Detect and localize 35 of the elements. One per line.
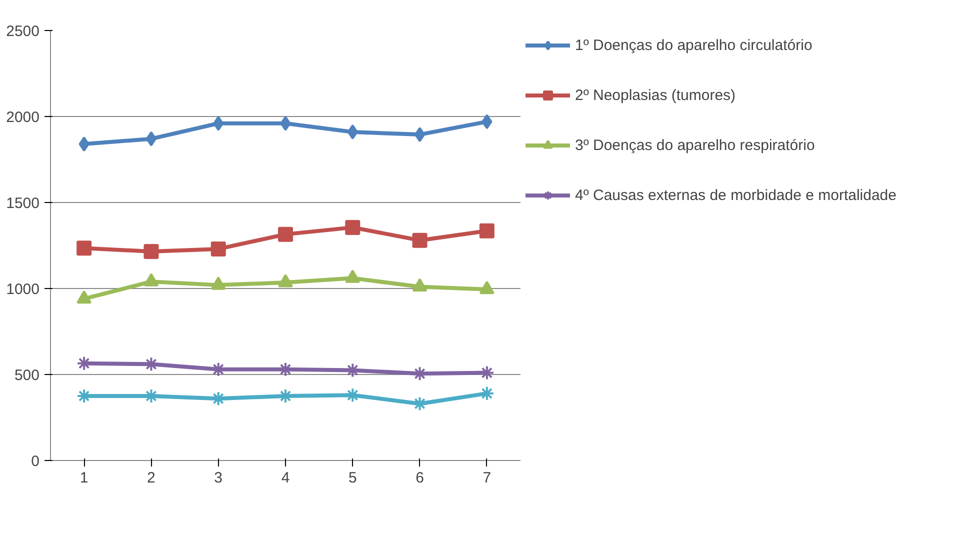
x-tick-label: 4 [281, 470, 290, 486]
y-tick-label: 1000 [6, 281, 40, 298]
point [482, 114, 492, 130]
x-tick-label: 3 [214, 470, 223, 486]
y-tick-label: 2000 [6, 109, 40, 126]
point [278, 362, 293, 377]
point [146, 131, 157, 146]
legend-label: 1º Doenças do aparelho circulatório [575, 36, 812, 55]
x-tick-label: 5 [348, 470, 357, 486]
point [414, 127, 426, 142]
x-tick-label: 7 [482, 470, 492, 486]
point [347, 124, 358, 140]
point [479, 223, 494, 238]
x-tick-label: 1 [80, 470, 88, 486]
point [278, 388, 293, 404]
x-tick-label: 2 [147, 470, 156, 486]
point [210, 241, 226, 256]
point [412, 232, 428, 248]
legend-label: 4º Causas externas de morbidade e mortalidade [575, 186, 896, 205]
point [280, 116, 291, 131]
legend-label: 3º Doenças do aparelho respiratório [575, 136, 815, 155]
point [412, 396, 428, 412]
y-tick-label: 1500 [6, 195, 40, 212]
point [78, 136, 90, 152]
point [345, 220, 360, 235]
x-tick-label: 6 [416, 470, 424, 486]
point [479, 386, 494, 401]
point [213, 116, 224, 131]
point [76, 240, 92, 256]
legend-label: 2º Neoplasias (tumores) [575, 86, 736, 105]
y-tick-label: 2500 [6, 23, 40, 40]
y-tick-label: 500 [14, 367, 40, 384]
point [278, 226, 293, 242]
y-tick-label: 0 [31, 453, 40, 470]
point [144, 244, 159, 260]
